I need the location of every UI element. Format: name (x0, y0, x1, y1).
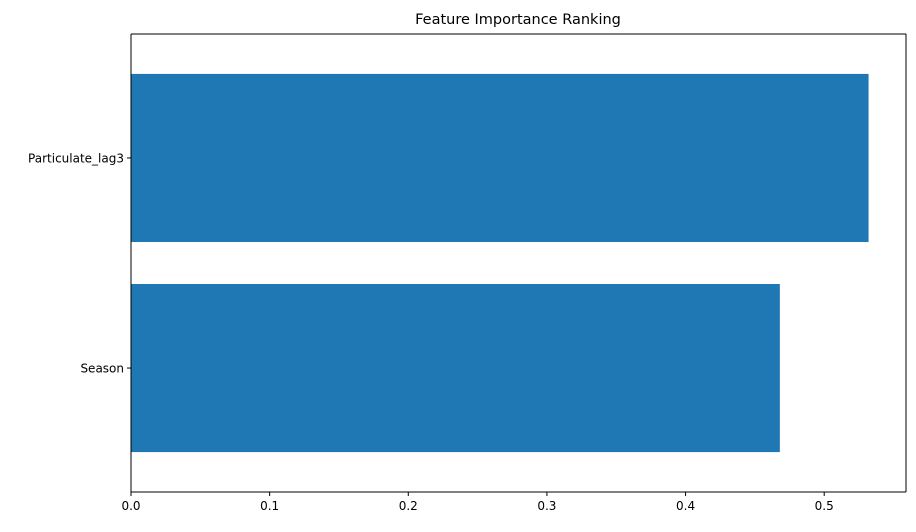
x-tick-label: 0.1 (260, 499, 279, 513)
x-axis-ticks: 0.0 0.1 0.2 0.3 0.4 0.5 (121, 492, 834, 513)
chart-title: Feature Importance Ranking (415, 12, 621, 28)
y-tick-label: Particulate_lag3 (28, 151, 124, 165)
x-tick-label: 0.3 (537, 499, 556, 513)
x-tick-label: 0.0 (121, 499, 140, 513)
x-tick-label: 0.5 (815, 499, 834, 513)
y-tick-label: Season (80, 362, 124, 376)
bar-particulate-lag3 (131, 73, 869, 242)
bar-season (131, 284, 780, 453)
bars-layer (131, 73, 869, 453)
y-axis-ticks: Particulate_lag3 Season (28, 151, 131, 376)
axes-spines (130, 33, 907, 493)
x-tick-label: 0.2 (399, 499, 418, 513)
x-tick-label: 0.4 (676, 499, 695, 513)
